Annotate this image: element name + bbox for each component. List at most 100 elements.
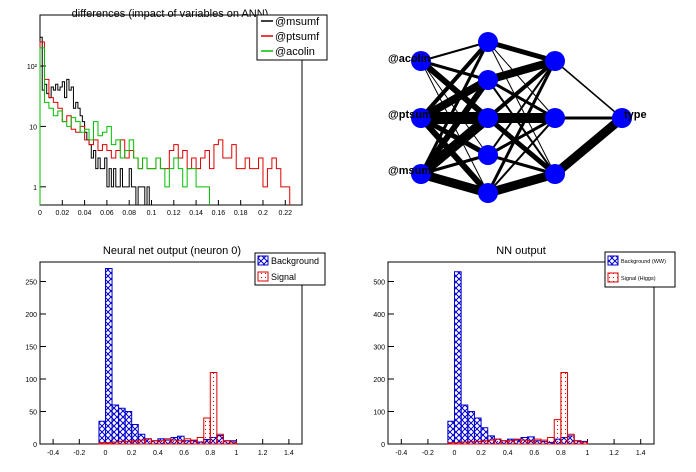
histogram-bar bbox=[493, 438, 502, 445]
histogram-bar bbox=[480, 440, 489, 445]
histogram-bar bbox=[540, 439, 549, 445]
network-edge bbox=[419, 169, 490, 198]
histogram-bar bbox=[216, 433, 224, 445]
histogram-bar bbox=[580, 441, 588, 445]
histogram-bar bbox=[507, 440, 515, 445]
y-tick-label: 100 bbox=[373, 410, 385, 417]
histogram-bar bbox=[190, 439, 198, 445]
histogram-bar bbox=[460, 441, 469, 445]
network-edge bbox=[420, 59, 489, 82]
histogram-bar bbox=[177, 440, 185, 445]
histogram-bar bbox=[560, 372, 569, 445]
network-edge bbox=[419, 115, 490, 158]
x-tick-label: 0.02 bbox=[55, 210, 69, 217]
network-edge bbox=[487, 117, 556, 194]
x-tick-label: 0.2 bbox=[476, 450, 486, 457]
histogram-bar bbox=[105, 442, 113, 445]
histogram-bar bbox=[163, 438, 172, 445]
input-label-acolin: @acolin bbox=[388, 53, 431, 65]
network-node bbox=[478, 145, 498, 165]
histogram-bar bbox=[209, 372, 218, 445]
network-edge bbox=[420, 153, 489, 176]
network-edge bbox=[487, 153, 556, 176]
panel3-legend: Background Signal bbox=[254, 252, 326, 286]
panel4-title: NN output bbox=[496, 245, 546, 257]
x-tick-label: 0 bbox=[104, 450, 108, 457]
histogram-bar bbox=[111, 404, 120, 445]
network-edge bbox=[486, 116, 557, 176]
histogram-bar bbox=[118, 407, 126, 445]
panel4-frame bbox=[387, 261, 655, 445]
histogram-bar bbox=[170, 439, 179, 445]
histogram-bar bbox=[513, 438, 522, 445]
x-tick-label: 1.4 bbox=[284, 450, 294, 457]
network-edge bbox=[552, 114, 625, 178]
network-edge bbox=[487, 116, 556, 157]
x-tick-label: 0.2 bbox=[258, 210, 268, 217]
histogram-bar bbox=[467, 441, 475, 445]
network-node bbox=[478, 183, 498, 203]
y-tick-label: 10² bbox=[27, 64, 38, 71]
histogram-bar bbox=[460, 404, 469, 445]
x-tick-label: 1.2 bbox=[609, 450, 619, 457]
histogram-bar bbox=[229, 441, 237, 445]
panel3-title: Neural net output (neuron 0) bbox=[103, 245, 241, 257]
histogram-bar bbox=[487, 439, 495, 445]
x-tick-label: 0 bbox=[453, 450, 457, 457]
y-tick-label: 150 bbox=[25, 345, 37, 352]
histogram-bar bbox=[131, 440, 139, 445]
x-tick-label: 0.6 bbox=[529, 450, 539, 457]
histogram-bar bbox=[520, 439, 529, 445]
histogram-bar bbox=[124, 440, 133, 445]
panel-nn-output-neuron0: Neural net output (neuron 0) -0.4 -0.2 0 0.… bbox=[25, 245, 326, 457]
network-edges bbox=[417, 39, 625, 198]
histogram-bar bbox=[105, 268, 113, 445]
y-tick-label: 0 bbox=[33, 442, 37, 449]
network-edge bbox=[417, 114, 492, 178]
histogram-bar bbox=[118, 440, 126, 445]
x-tick-label: 0.4 bbox=[503, 450, 513, 457]
panel1-title: differences (impact of variables on ANN) bbox=[72, 8, 269, 20]
network-node bbox=[545, 108, 565, 128]
histogram-bar bbox=[157, 440, 165, 445]
y-tick-label: 0 bbox=[381, 442, 385, 449]
histogram-bar bbox=[547, 437, 555, 445]
network-node bbox=[545, 164, 565, 184]
x-tick-label: 0.06 bbox=[100, 210, 114, 217]
x-tick-label: 0 bbox=[38, 210, 42, 217]
x-tick-label: 0.22 bbox=[278, 210, 292, 217]
network-edge bbox=[486, 169, 557, 198]
histogram-bar bbox=[473, 440, 482, 445]
histogram-bar bbox=[454, 442, 462, 445]
network-edge bbox=[418, 116, 491, 195]
network-edge bbox=[419, 76, 490, 122]
x-tick-label: 0.8 bbox=[205, 450, 215, 457]
legend-signal-higgs: Signal (Higgs) bbox=[621, 276, 656, 282]
panel3-frame bbox=[39, 261, 303, 445]
histogram-bar bbox=[454, 271, 462, 445]
y-tick-label: 300 bbox=[373, 345, 385, 352]
panel1-ticks: 0 0.02 0.04 0.06 0.08 0.1 0.12 0.14 0.16 0.18 0.2 0… bbox=[27, 64, 292, 217]
y-tick-label: 100 bbox=[25, 377, 37, 384]
histogram-bar bbox=[98, 442, 106, 445]
network-node bbox=[478, 108, 498, 128]
x-tick-label: 1 bbox=[235, 450, 239, 457]
network-edge bbox=[419, 41, 490, 175]
y-tick-label: 400 bbox=[373, 312, 385, 319]
x-tick-label: 0.6 bbox=[179, 450, 189, 457]
histogram-bar bbox=[533, 438, 542, 445]
histogram-bar bbox=[183, 438, 192, 445]
y-tick-label: 200 bbox=[25, 312, 37, 319]
y-tick-label: 250 bbox=[25, 280, 37, 287]
x-tick-label: 0.16 bbox=[212, 210, 226, 217]
histogram-bar bbox=[467, 411, 475, 445]
legend-signal: Signal bbox=[271, 272, 296, 282]
output-label-type: type bbox=[624, 109, 647, 121]
network-node bbox=[411, 51, 431, 71]
histogram-bar bbox=[447, 442, 456, 445]
panel-nn-output: NN output -0.4 -0.2 0 0.2 0.4 0.6 0.8 1 1.2 1.4 0 1… bbox=[373, 245, 676, 457]
network-edge bbox=[487, 78, 556, 120]
histogram-bar bbox=[500, 440, 509, 445]
panel3-series bbox=[98, 268, 237, 445]
